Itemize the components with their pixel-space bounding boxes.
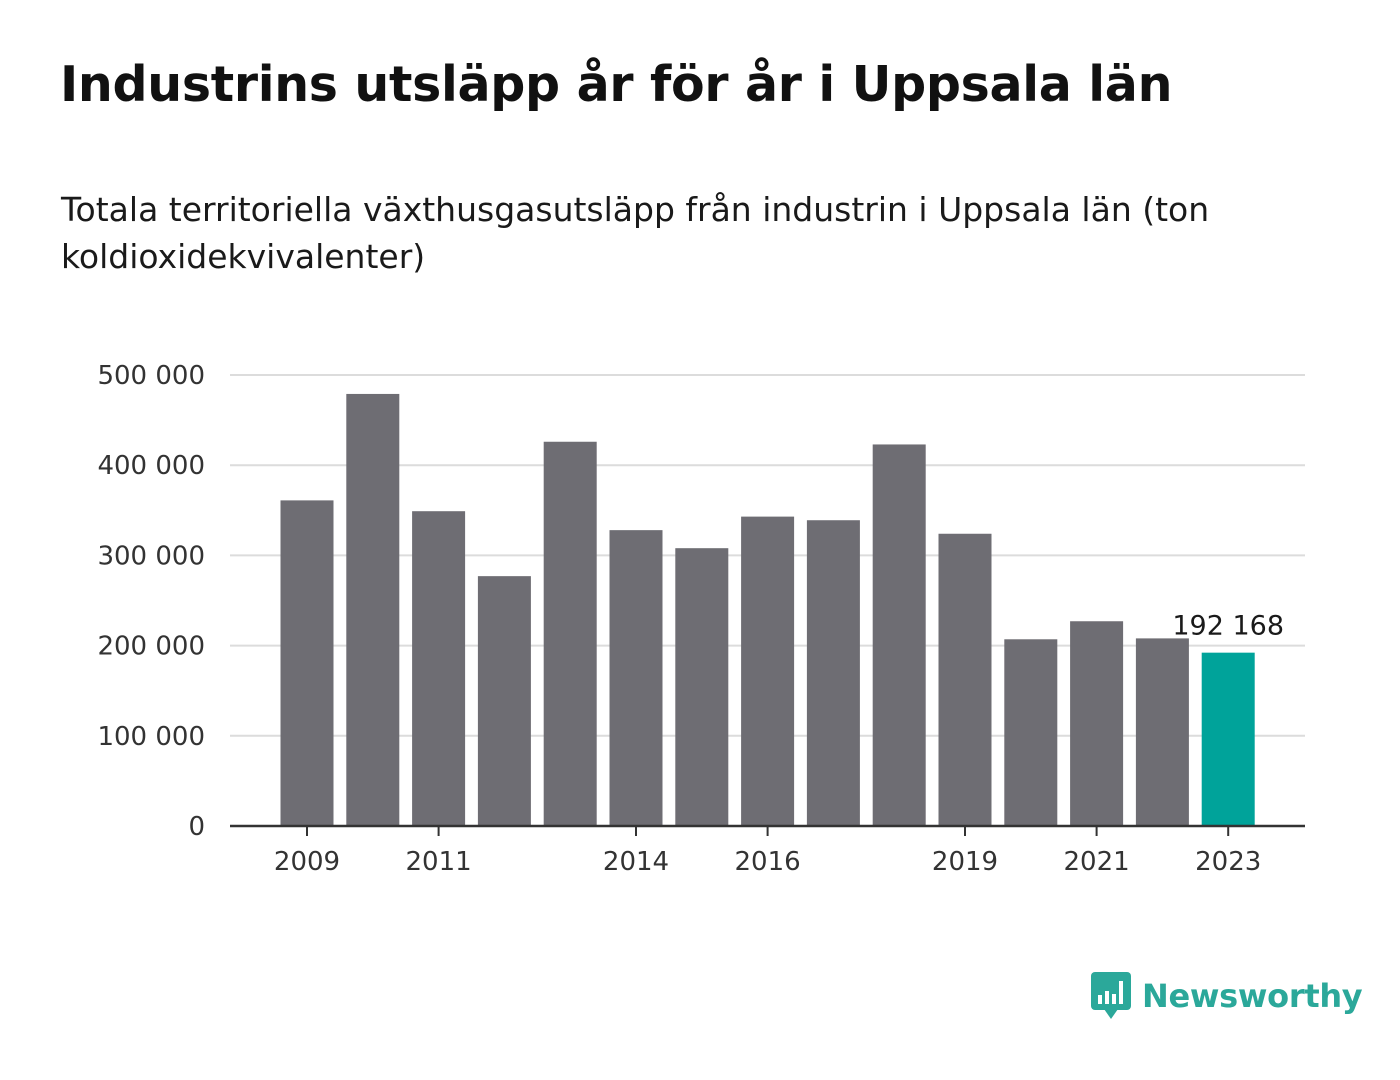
newsworthy-logo: Newsworthy [1090, 970, 1363, 1022]
x-tick-label: 2014 [603, 847, 669, 877]
y-tick-label: 500 000 [97, 361, 205, 391]
bar-2021 [1070, 621, 1124, 826]
bar-2017 [806, 520, 860, 826]
y-tick-label: 100 000 [97, 722, 205, 752]
x-tick-label: 2009 [274, 847, 340, 877]
bar-2009 [280, 500, 334, 826]
bar-2020 [1004, 639, 1058, 826]
bar-2011 [412, 511, 466, 826]
y-axis-labels: 0 100 000 200 000 300 000 400 000 500 000 [97, 361, 205, 842]
x-tick-label: 2016 [735, 847, 801, 877]
x-tick-label: 2023 [1195, 847, 1261, 877]
bar-2015 [675, 548, 729, 826]
y-tick-label: 0 [188, 812, 205, 842]
bars [280, 393, 1255, 826]
bar-2012 [477, 576, 531, 826]
chart-title: Industrins utsläpp år för år i Uppsala l… [60, 56, 1173, 113]
bar-2023 [1201, 652, 1255, 826]
newsworthy-logo-icon [1091, 972, 1131, 1019]
bar-2014 [609, 530, 663, 826]
bar-2022 [1135, 638, 1189, 826]
x-axis-labels: 2009 2011 2014 2016 2019 2021 2023 [274, 847, 1261, 877]
x-tick-label: 2011 [406, 847, 472, 877]
brand-name: Newsworthy [1142, 977, 1363, 1015]
annotations: 192 168 [1172, 611, 1284, 642]
y-tick-label: 400 000 [97, 451, 205, 481]
bar-2010 [346, 393, 400, 826]
x-axis [230, 824, 1305, 836]
x-tick-label: 2019 [932, 847, 998, 877]
x-tick-label: 2021 [1064, 847, 1130, 877]
chart-subtitle: Totala territoriella växthusgasutsläpp f… [61, 190, 1210, 276]
bar-2013 [543, 441, 597, 826]
bar-2016 [741, 516, 795, 826]
y-tick-label: 200 000 [97, 632, 205, 662]
bar-2019 [938, 533, 992, 826]
bar-2018 [872, 444, 926, 826]
grid-lines [230, 374, 1305, 737]
y-tick-label: 300 000 [97, 541, 205, 571]
highlight-value-label: 192 168 [1172, 611, 1284, 642]
